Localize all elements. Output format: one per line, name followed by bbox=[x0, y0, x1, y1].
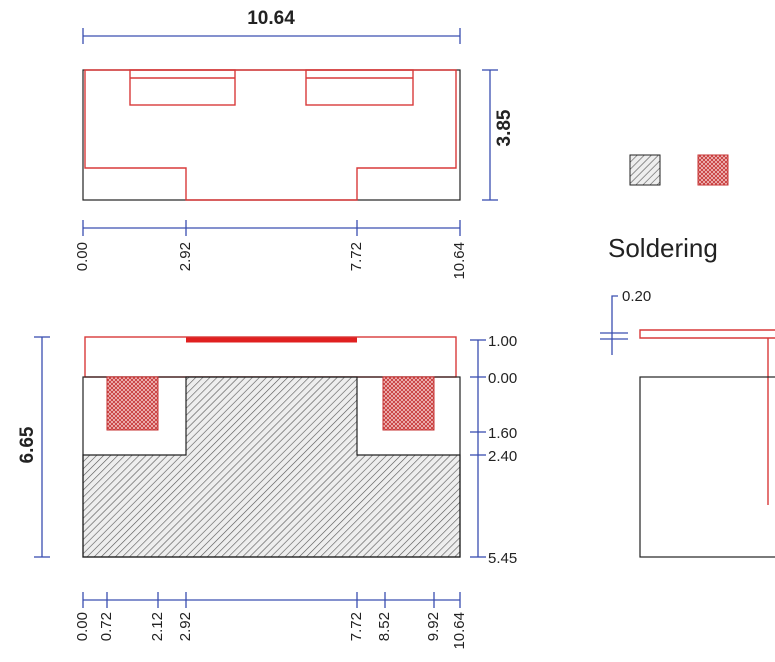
side-view: 6.65 1.00 0.00 1.60 2.40 5.45 0.00 0.72 2.12 2.9… bbox=[17, 333, 517, 650]
tick-label: 10.64 bbox=[451, 242, 468, 280]
tick-label: 2.12 bbox=[149, 612, 166, 641]
tick-label: 5.45 bbox=[488, 550, 517, 567]
tick-label: 2.92 bbox=[177, 612, 194, 641]
tick-label: 2.40 bbox=[488, 448, 517, 465]
legend: Soldering bbox=[608, 154, 729, 263]
tick-label: 7.72 bbox=[348, 242, 365, 271]
height-dimension: 3.85 bbox=[494, 109, 515, 146]
tick-label: 8.52 bbox=[376, 612, 393, 641]
tick-label: 7.72 bbox=[348, 612, 365, 641]
legend-title: Soldering bbox=[608, 233, 718, 263]
tick-label: 0.00 bbox=[488, 370, 517, 387]
tick-label: 1.00 bbox=[488, 333, 517, 350]
top-view: 10.64 3.85 0.00 2.92 7.72 10.64 bbox=[74, 8, 515, 280]
tick-label: 0.00 bbox=[74, 612, 91, 641]
tick-label: 1.60 bbox=[488, 425, 517, 442]
detail-view: 0.20 bbox=[600, 288, 775, 558]
tick-label: 2.92 bbox=[177, 242, 194, 271]
tick-label: 9.92 bbox=[425, 612, 442, 641]
tick-label: 0.00 bbox=[74, 242, 91, 271]
gap-label: 0.20 bbox=[622, 288, 651, 305]
height-dimension: 6.65 bbox=[17, 426, 38, 463]
width-dimension: 10.64 bbox=[247, 8, 295, 29]
tick-label: 0.72 bbox=[98, 612, 115, 641]
tick-label: 10.64 bbox=[451, 612, 468, 650]
